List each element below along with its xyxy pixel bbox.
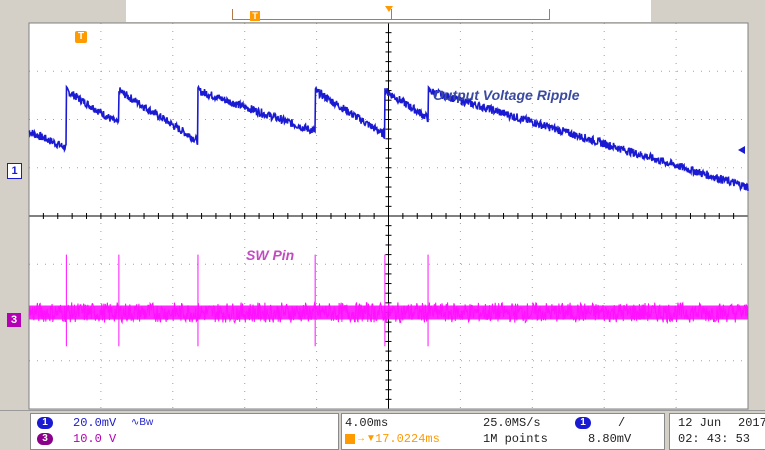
status-bar: 1 20.0mV ∿Bw 3 10.0 V 4.00ms →▼ 17.0224m… [0,410,765,450]
record-length: 1M points [483,432,548,446]
trigger-delay-icon [345,434,355,444]
datetime-panel: 12 Jun 2017 02: 43: 53 [669,413,765,450]
ch1-scale: 20.0mV [73,416,117,430]
ch1-annotation: Output Voltage Ripple [433,87,580,103]
trigger-slope: / [618,416,626,430]
record-trigger-marker: T [250,11,260,21]
delay-arrow-icon: →▼ [356,433,376,444]
year: 2017 [738,416,765,430]
ch3-badge: 3 [37,433,53,445]
timebase: 4.00ms [345,416,389,430]
trigger-source-badge: 1 [575,417,591,429]
record-window-indicator [232,9,550,20]
ch1-trace [28,84,749,192]
ch3-waveform [28,254,749,347]
ch1-trigger-level-arrow-icon [738,146,745,154]
ch3-ground-marker: 3 [7,313,21,327]
date: 12 Jun [678,416,722,430]
scope-screen [28,22,749,410]
ch1-waveform [28,84,749,192]
ch1-ground-marker: 1 [7,163,22,179]
ch3-annotation: SW Pin [246,247,295,263]
trigger-position-marker: T [75,31,87,43]
ch1-badge: 1 [37,417,53,429]
ch3-scale: 10.0 V [73,432,117,446]
trigger-position-arrow-icon [385,6,393,12]
bandwidth-limit-icon: ∿Bw [131,417,154,428]
trigger-level: 8.80mV [588,432,632,446]
time: 02: 43: 53 [678,432,751,446]
top-toolbar: T [0,0,765,22]
ch3-trace [28,301,749,325]
graticule-border [28,22,749,410]
record-center-tick [391,9,392,19]
trigger-delay: 17.0224ms [375,432,440,446]
horizontal-panel[interactable]: 4.00ms →▼ 17.0224ms 25.0MS/s 1M points 1… [341,413,665,450]
channel-scale-panel[interactable]: 1 20.0mV ∿Bw 3 10.0 V [30,413,339,450]
sample-rate: 25.0MS/s [483,416,541,430]
graticule-grid [28,22,749,410]
